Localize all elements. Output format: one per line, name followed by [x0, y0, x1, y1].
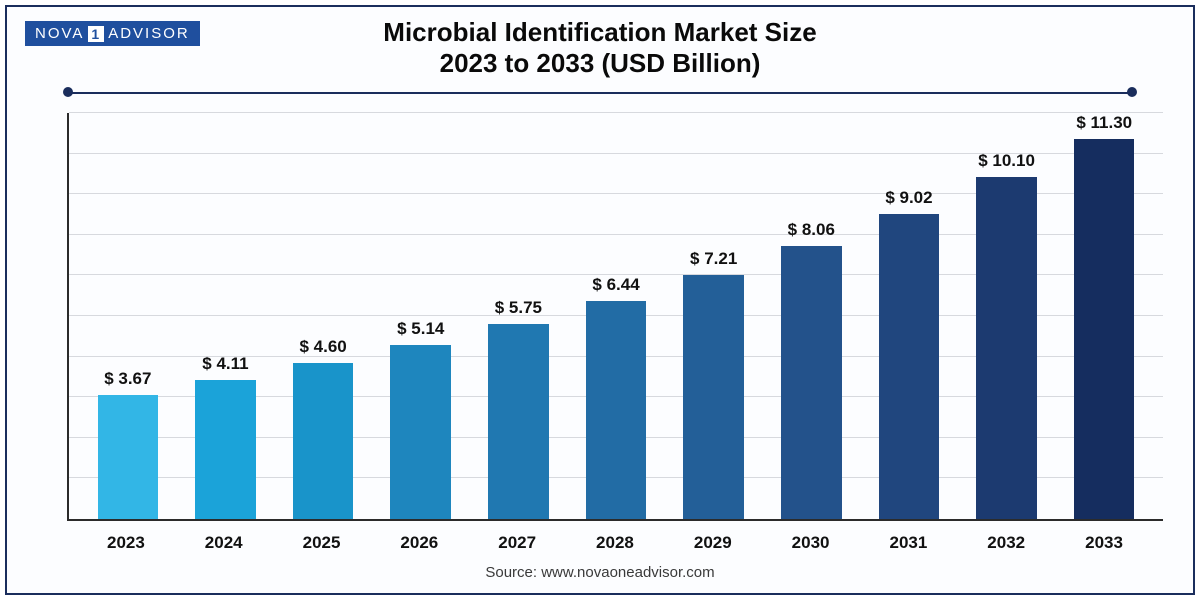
x-axis-labels: 2023202420252026202720282029203020312032…: [67, 533, 1163, 553]
x-axis-label: 2033: [1055, 533, 1153, 553]
x-axis-label: 2025: [273, 533, 371, 553]
bar-value-label: $ 11.30: [1076, 113, 1132, 133]
logo-text-right: ADVISOR: [108, 25, 190, 42]
bar-slot: $ 4.60: [274, 113, 372, 519]
bar-slot: $ 6.44: [567, 113, 665, 519]
x-axis-label: 2026: [370, 533, 468, 553]
bar-rect: [683, 275, 744, 519]
bar-value-label: $ 10.10: [978, 151, 1035, 171]
bar-slot: $ 10.10: [958, 113, 1056, 519]
x-axis-label: 2029: [664, 533, 762, 553]
divider-dot-right: [1127, 87, 1137, 97]
x-axis-label: 2030: [762, 533, 860, 553]
bar-rect: [976, 177, 1037, 519]
title-line-2: 2023 to 2033 (USD Billion): [7, 48, 1193, 79]
logo-one-box: 1: [88, 26, 104, 42]
x-axis-label: 2027: [468, 533, 566, 553]
bar-slot: $ 8.06: [762, 113, 860, 519]
title-divider: [65, 87, 1135, 99]
bar-rect: [293, 363, 354, 519]
divider-line: [65, 92, 1135, 94]
chart-frame: NOVA 1 ADVISOR Microbial Identification …: [5, 5, 1195, 595]
x-axis-label: 2023: [77, 533, 175, 553]
brand-logo: NOVA 1 ADVISOR: [25, 21, 200, 46]
bar-slot: $ 5.14: [372, 113, 470, 519]
bar-rect: [781, 246, 842, 519]
bar-slot: $ 4.11: [177, 113, 275, 519]
bar-value-label: $ 7.21: [690, 249, 737, 269]
bar-value-label: $ 6.44: [592, 275, 639, 295]
x-axis-label: 2028: [566, 533, 664, 553]
bar-rect: [879, 214, 940, 519]
logo-text-left: NOVA: [35, 25, 84, 42]
bar-value-label: $ 4.11: [202, 354, 248, 374]
bar-value-label: $ 5.14: [397, 319, 444, 339]
plot-area: $ 3.67 $ 4.11 $ 4.60 $ 5.14 $ 5.75 $ 6.44 $ 7.…: [67, 113, 1163, 521]
bar-rect: [488, 324, 549, 519]
bars-container: $ 3.67 $ 4.11 $ 4.60 $ 5.14 $ 5.75 $ 6.44 $ 7.…: [69, 113, 1163, 519]
bar-slot: $ 11.30: [1055, 113, 1153, 519]
x-axis-label: 2032: [957, 533, 1055, 553]
x-axis-label: 2024: [175, 533, 273, 553]
bar-value-label: $ 3.67: [104, 369, 151, 389]
bar-value-label: $ 8.06: [788, 220, 835, 240]
bar-rect: [195, 380, 256, 519]
bar-slot: $ 7.21: [665, 113, 763, 519]
bar-rect: [586, 301, 647, 519]
bar-rect: [98, 395, 159, 519]
bar-slot: $ 5.75: [470, 113, 568, 519]
bar-slot: $ 3.67: [79, 113, 177, 519]
bar-slot: $ 9.02: [860, 113, 958, 519]
bar-value-label: $ 4.60: [299, 337, 346, 357]
bar-value-label: $ 9.02: [885, 188, 932, 208]
bar-rect: [390, 345, 451, 519]
bar-value-label: $ 5.75: [495, 298, 542, 318]
x-axis-label: 2031: [860, 533, 958, 553]
bar-rect: [1074, 139, 1135, 519]
source-text: Source: www.novaoneadvisor.com: [7, 564, 1193, 581]
